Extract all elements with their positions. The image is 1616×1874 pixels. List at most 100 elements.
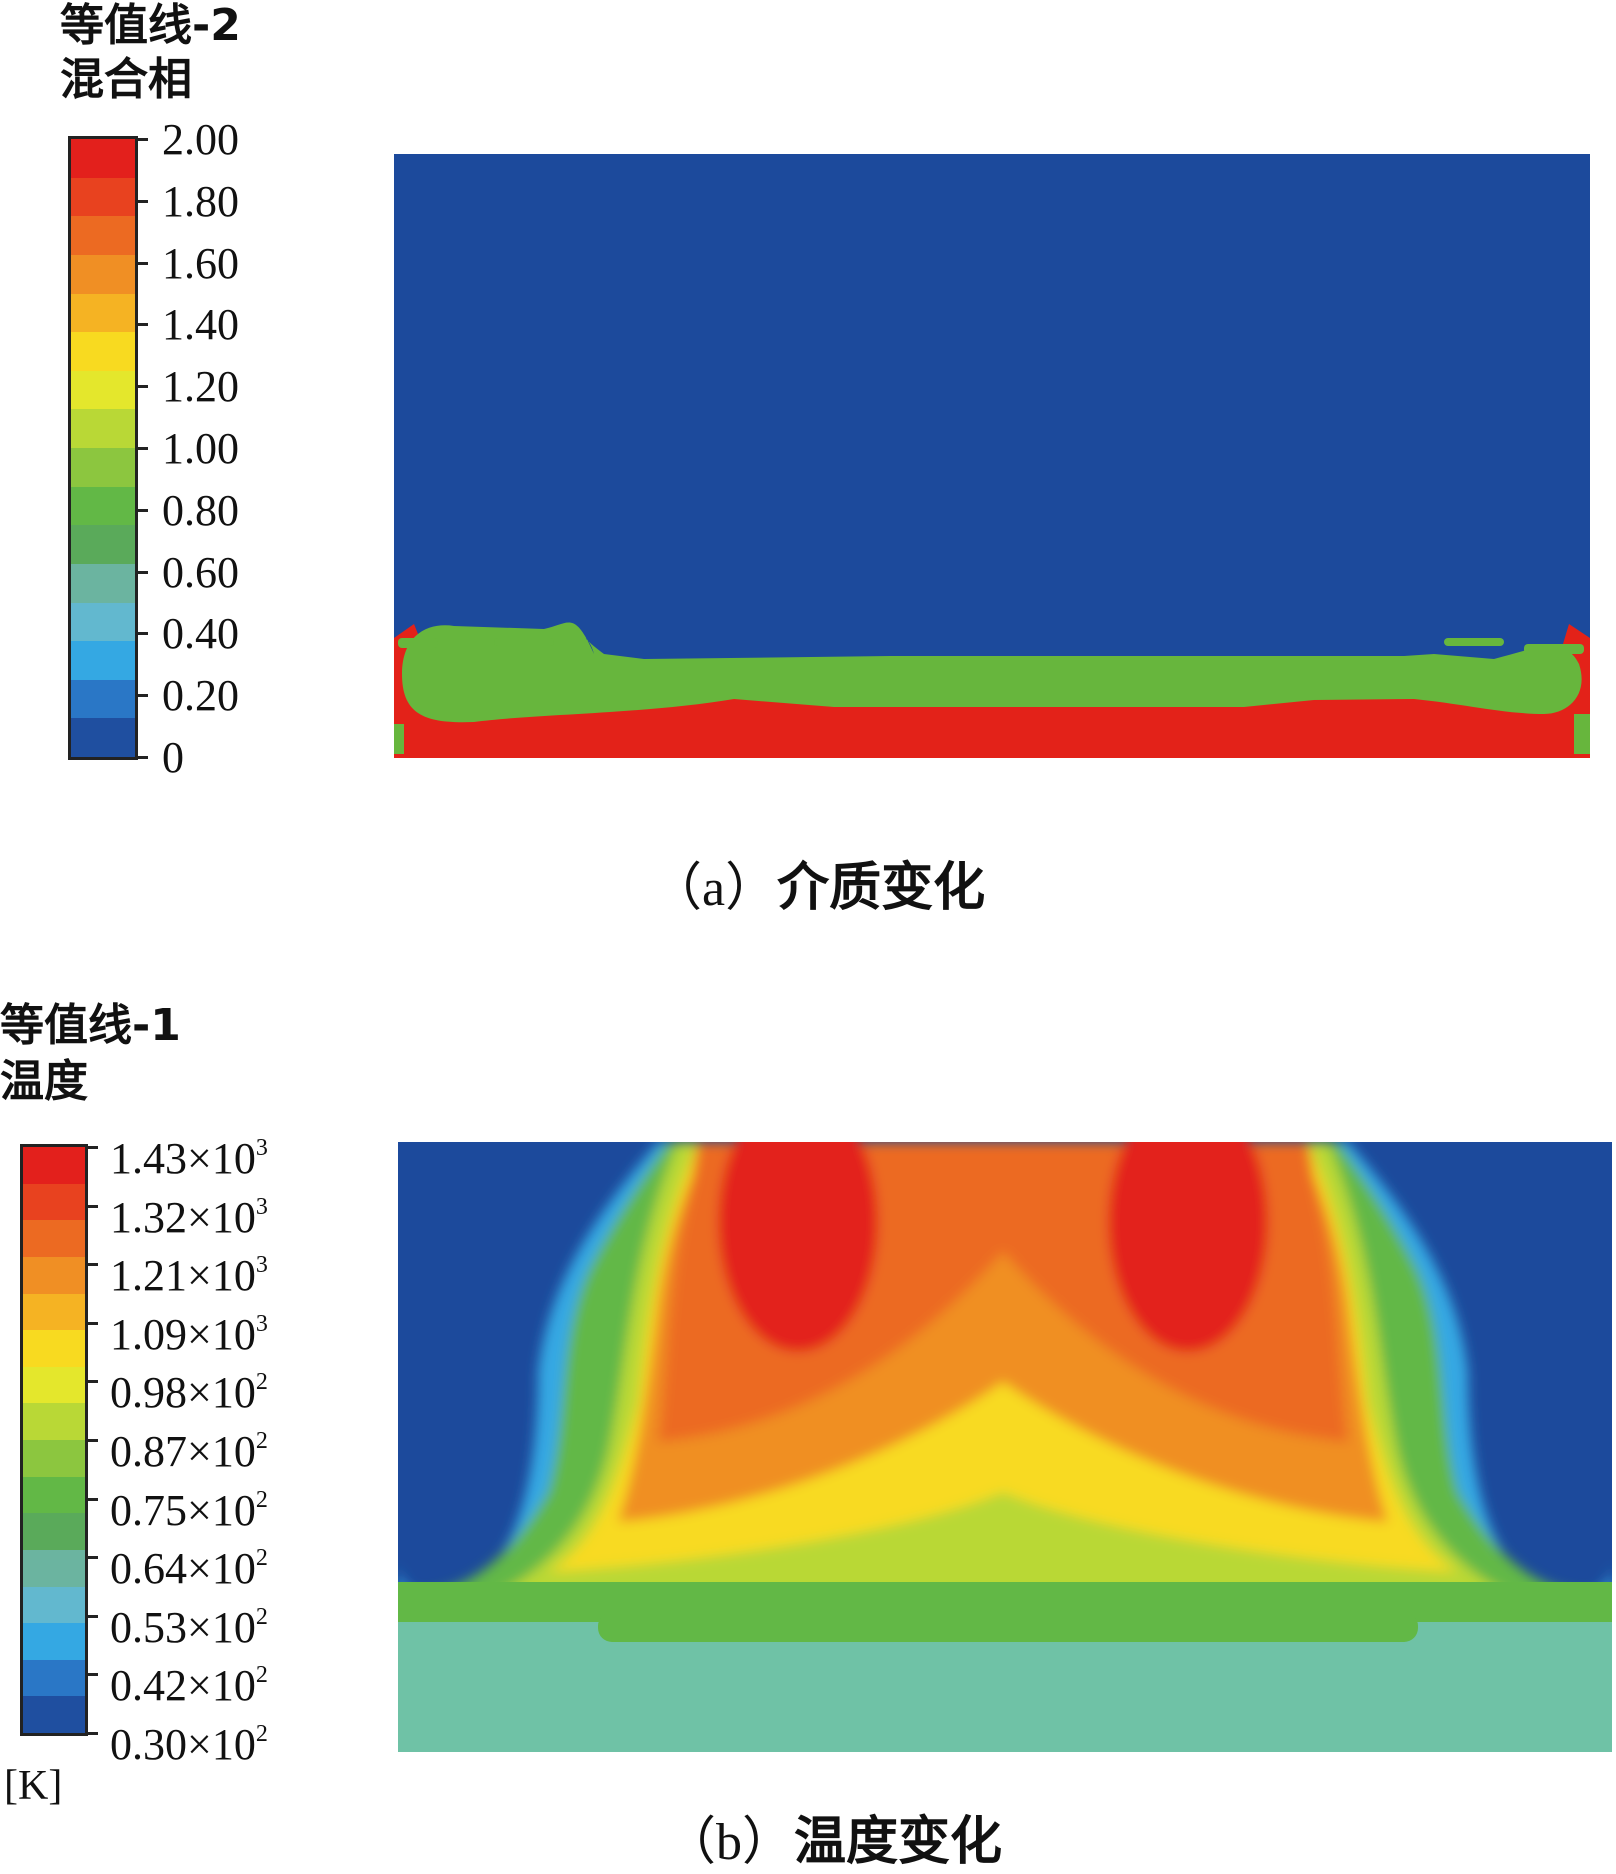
liquid-phase-region	[394, 624, 1590, 758]
transition-bulge	[598, 1612, 1418, 1642]
caption-a: （a）介质变化	[650, 858, 985, 919]
colorbar-segment	[71, 409, 135, 448]
colorbar-b	[20, 1144, 88, 1736]
colorbar-a-tick-label: 0.40	[162, 609, 239, 659]
colorbar-segment	[23, 1696, 85, 1733]
phase-contour-plot	[394, 154, 1590, 758]
colorbar-b-tick	[88, 1732, 98, 1735]
caption-a-label: （a）	[650, 860, 778, 917]
colorbar-b-tick	[88, 1439, 98, 1442]
colorbar-a-tick-label: 1.00	[162, 424, 239, 473]
colorbar-segment	[71, 370, 135, 410]
colorbar-a-tick-label: 0.60	[162, 547, 239, 597]
colorbar-segment	[71, 293, 135, 333]
mixed-phase-fragment	[1444, 638, 1504, 646]
colorbar-b-tick	[88, 1321, 98, 1325]
colorbar-segment	[71, 139, 135, 178]
colorbar-b-tick	[88, 1614, 98, 1618]
colorbar-segment	[23, 1330, 85, 1367]
colorbar-a-tick-label: 0.80	[162, 485, 239, 535]
colorbar-segment	[71, 177, 135, 217]
colorbar-b-tick	[88, 1673, 98, 1677]
colorbar-b-tick	[88, 1380, 98, 1384]
colorbar-b-tick-label: 1.32×103	[110, 1192, 268, 1242]
colorbar-a-tick	[138, 447, 148, 450]
mixed-phase-fragment	[494, 638, 554, 646]
colorbar-segment	[23, 1440, 85, 1477]
mixed-phase-fragment	[1524, 644, 1584, 654]
colorbar-b-tick	[88, 1263, 98, 1267]
hot-core-left	[718, 1142, 878, 1352]
colorbar-segment	[23, 1623, 85, 1660]
colorbar-b-tick-label: 0.42×102	[110, 1661, 268, 1711]
colorbar-a-tick	[138, 508, 148, 512]
colorbar-segment	[71, 486, 135, 526]
colorbar-b-tick-label: 0.75×102	[110, 1485, 268, 1535]
colorbar-b-tick-label: 1.43×103	[110, 1134, 268, 1183]
temperature-contour-plot	[398, 1142, 1612, 1752]
colorbar-segment	[23, 1147, 85, 1184]
legend-b-title: 等值线-1	[0, 1000, 181, 1051]
colorbar-segment	[71, 216, 135, 255]
colorbar-segment	[23, 1403, 85, 1440]
mixed-phase-fragment	[398, 638, 438, 648]
colorbar-segment	[71, 525, 135, 564]
colorbar-a-tick-label: 1.80	[162, 176, 239, 226]
colorbar-a-tick	[138, 385, 148, 389]
colorbar-b-tick	[88, 1146, 98, 1149]
colorbar-segment	[23, 1256, 85, 1294]
colorbar-segment	[23, 1659, 85, 1697]
colorbar-a-tick	[138, 261, 148, 265]
caption-b: （b）温度变化	[664, 1812, 1002, 1873]
colorbar-segment	[23, 1183, 85, 1221]
colorbar-a-tick-label: 0	[162, 733, 184, 782]
colorbar-segment	[71, 254, 135, 294]
colorbar-b-tick	[88, 1204, 98, 1208]
colorbar-a-tick	[138, 694, 148, 698]
colorbar-b-tick-label: 1.09×103	[110, 1309, 268, 1359]
colorbar-b-tick	[88, 1497, 98, 1501]
colorbar-b-tick-label: 0.53×102	[110, 1602, 268, 1652]
colorbar-segment	[71, 641, 135, 680]
colorbar-a-tick-label: 1.20	[162, 362, 239, 412]
colorbar-segment	[71, 718, 135, 757]
colorbar-b-tick-label: 0.98×102	[110, 1368, 268, 1418]
colorbar-segment	[23, 1586, 85, 1624]
legend-a-title: 等值线-2	[60, 0, 241, 51]
colorbar-a-tick	[138, 632, 148, 636]
colorbar-segment	[71, 332, 135, 371]
colorbar-b-tick	[88, 1556, 98, 1560]
colorbar-segment	[23, 1513, 85, 1550]
colorbar-a-tick	[138, 756, 148, 759]
caption-b-label: （b）	[664, 1814, 795, 1871]
colorbar-segment	[23, 1476, 85, 1514]
colorbar-segment	[23, 1293, 85, 1331]
colorbar-segment	[23, 1549, 85, 1587]
colorbar-segment	[71, 602, 135, 642]
legend-a-subtitle: 混合相	[60, 54, 192, 105]
colorbar-a-tick	[138, 570, 148, 574]
caption-b-text: 温度变化	[794, 1812, 1003, 1872]
caption-a-text: 介质变化	[777, 858, 986, 918]
colorbar-a-tick-label: 1.60	[162, 238, 239, 288]
colorbar-a-tick-label: 1.40	[162, 300, 239, 350]
colorbar-a-tick	[138, 199, 148, 203]
hot-core-right	[1108, 1142, 1268, 1352]
colorbar-segment	[71, 679, 135, 719]
colorbar-a	[68, 136, 138, 760]
colorbar-a-tick	[138, 138, 148, 141]
colorbar-b-tick-label: 0.87×102	[110, 1427, 268, 1476]
mixed-phase-fragment	[1574, 714, 1590, 754]
colorbar-segment	[23, 1220, 85, 1257]
unit-label: [K]	[4, 1763, 63, 1809]
colorbar-segment	[71, 448, 135, 487]
colorbar-b-tick-label: 0.30×102	[110, 1720, 268, 1769]
colorbar-a-tick	[138, 323, 148, 327]
colorbar-segment	[71, 563, 135, 603]
colorbar-a-tick-label: 0.20	[162, 671, 239, 721]
colorbar-segment	[23, 1366, 85, 1404]
base-region	[398, 1622, 1612, 1752]
mixed-phase-band	[402, 622, 1582, 723]
mixed-phase-fragment	[394, 724, 404, 754]
colorbar-b-tick-label: 0.64×102	[110, 1544, 268, 1594]
